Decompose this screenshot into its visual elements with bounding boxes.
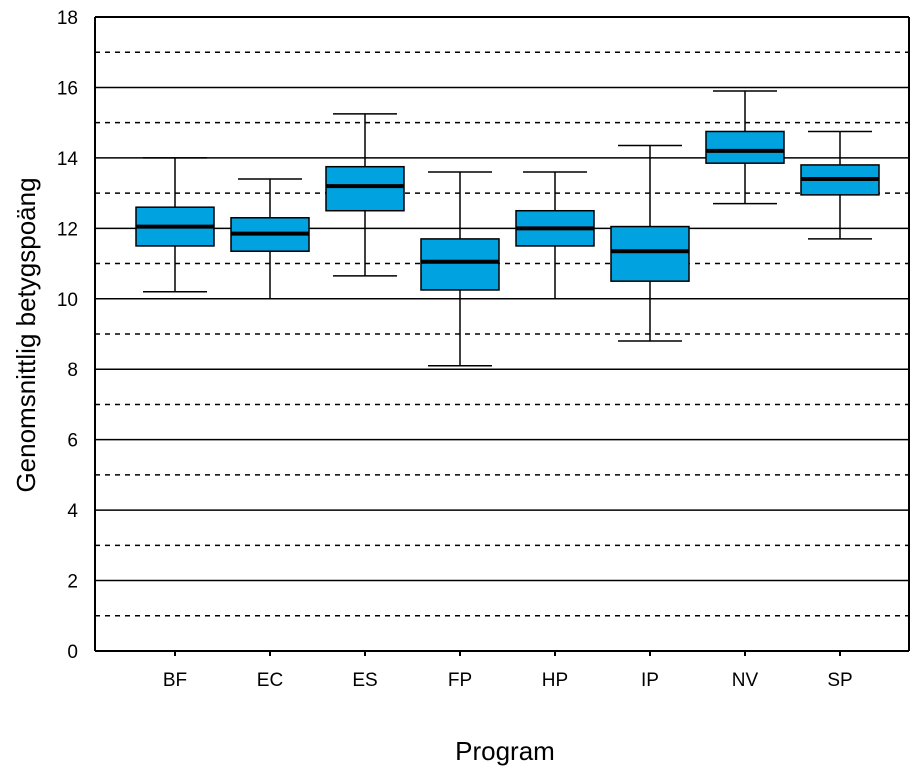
x-tick-label: SP <box>827 670 852 691</box>
x-tick-label: IP <box>641 670 659 691</box>
y-tick-label: 16 <box>57 78 78 99</box>
x-tick-labels: BF EC ES FP HP IP NV SP <box>163 651 853 691</box>
box-bf <box>135 157 215 293</box>
x-tick-label: NV <box>732 670 759 691</box>
iqr-box <box>325 165 405 212</box>
boxes-layer <box>135 90 880 367</box>
y-tick-label: 0 <box>67 642 78 663</box>
iqr-box <box>610 225 690 282</box>
y-axis-title: Genomsnittlig betygspoäng <box>11 177 41 492</box>
axes <box>94 16 910 652</box>
y-tick-label: 10 <box>57 290 78 311</box>
minor-gridlines <box>95 51 909 617</box>
box-hp <box>515 171 595 300</box>
iqr-box <box>705 130 785 164</box>
box-es <box>325 113 405 277</box>
y-tick-label: 14 <box>57 149 79 170</box>
x-axis-title: Program <box>455 736 555 766</box>
x-tick-label: HP <box>542 670 568 691</box>
y-tick-label: 4 <box>67 501 78 522</box>
y-tick-label: 8 <box>67 360 78 381</box>
box-fp <box>420 171 500 367</box>
x-tick-label: BF <box>163 670 187 691</box>
box-nv <box>705 90 785 205</box>
y-tick-label: 6 <box>67 431 78 452</box>
x-tick-label: EC <box>257 670 283 691</box>
iqr-box <box>420 238 500 291</box>
y-tick-label: 18 <box>57 8 78 29</box>
x-tick-label: ES <box>352 670 377 691</box>
box-ec <box>230 178 310 300</box>
x-tick-label: FP <box>448 670 472 691</box>
box-ip <box>610 144 690 342</box>
y-tick-label: 2 <box>67 572 78 593</box>
y-tick-labels: 0 2 4 6 8 10 12 14 16 18 <box>57 8 79 663</box>
box-sp <box>800 130 880 240</box>
y-tick-label: 12 <box>57 219 78 240</box>
